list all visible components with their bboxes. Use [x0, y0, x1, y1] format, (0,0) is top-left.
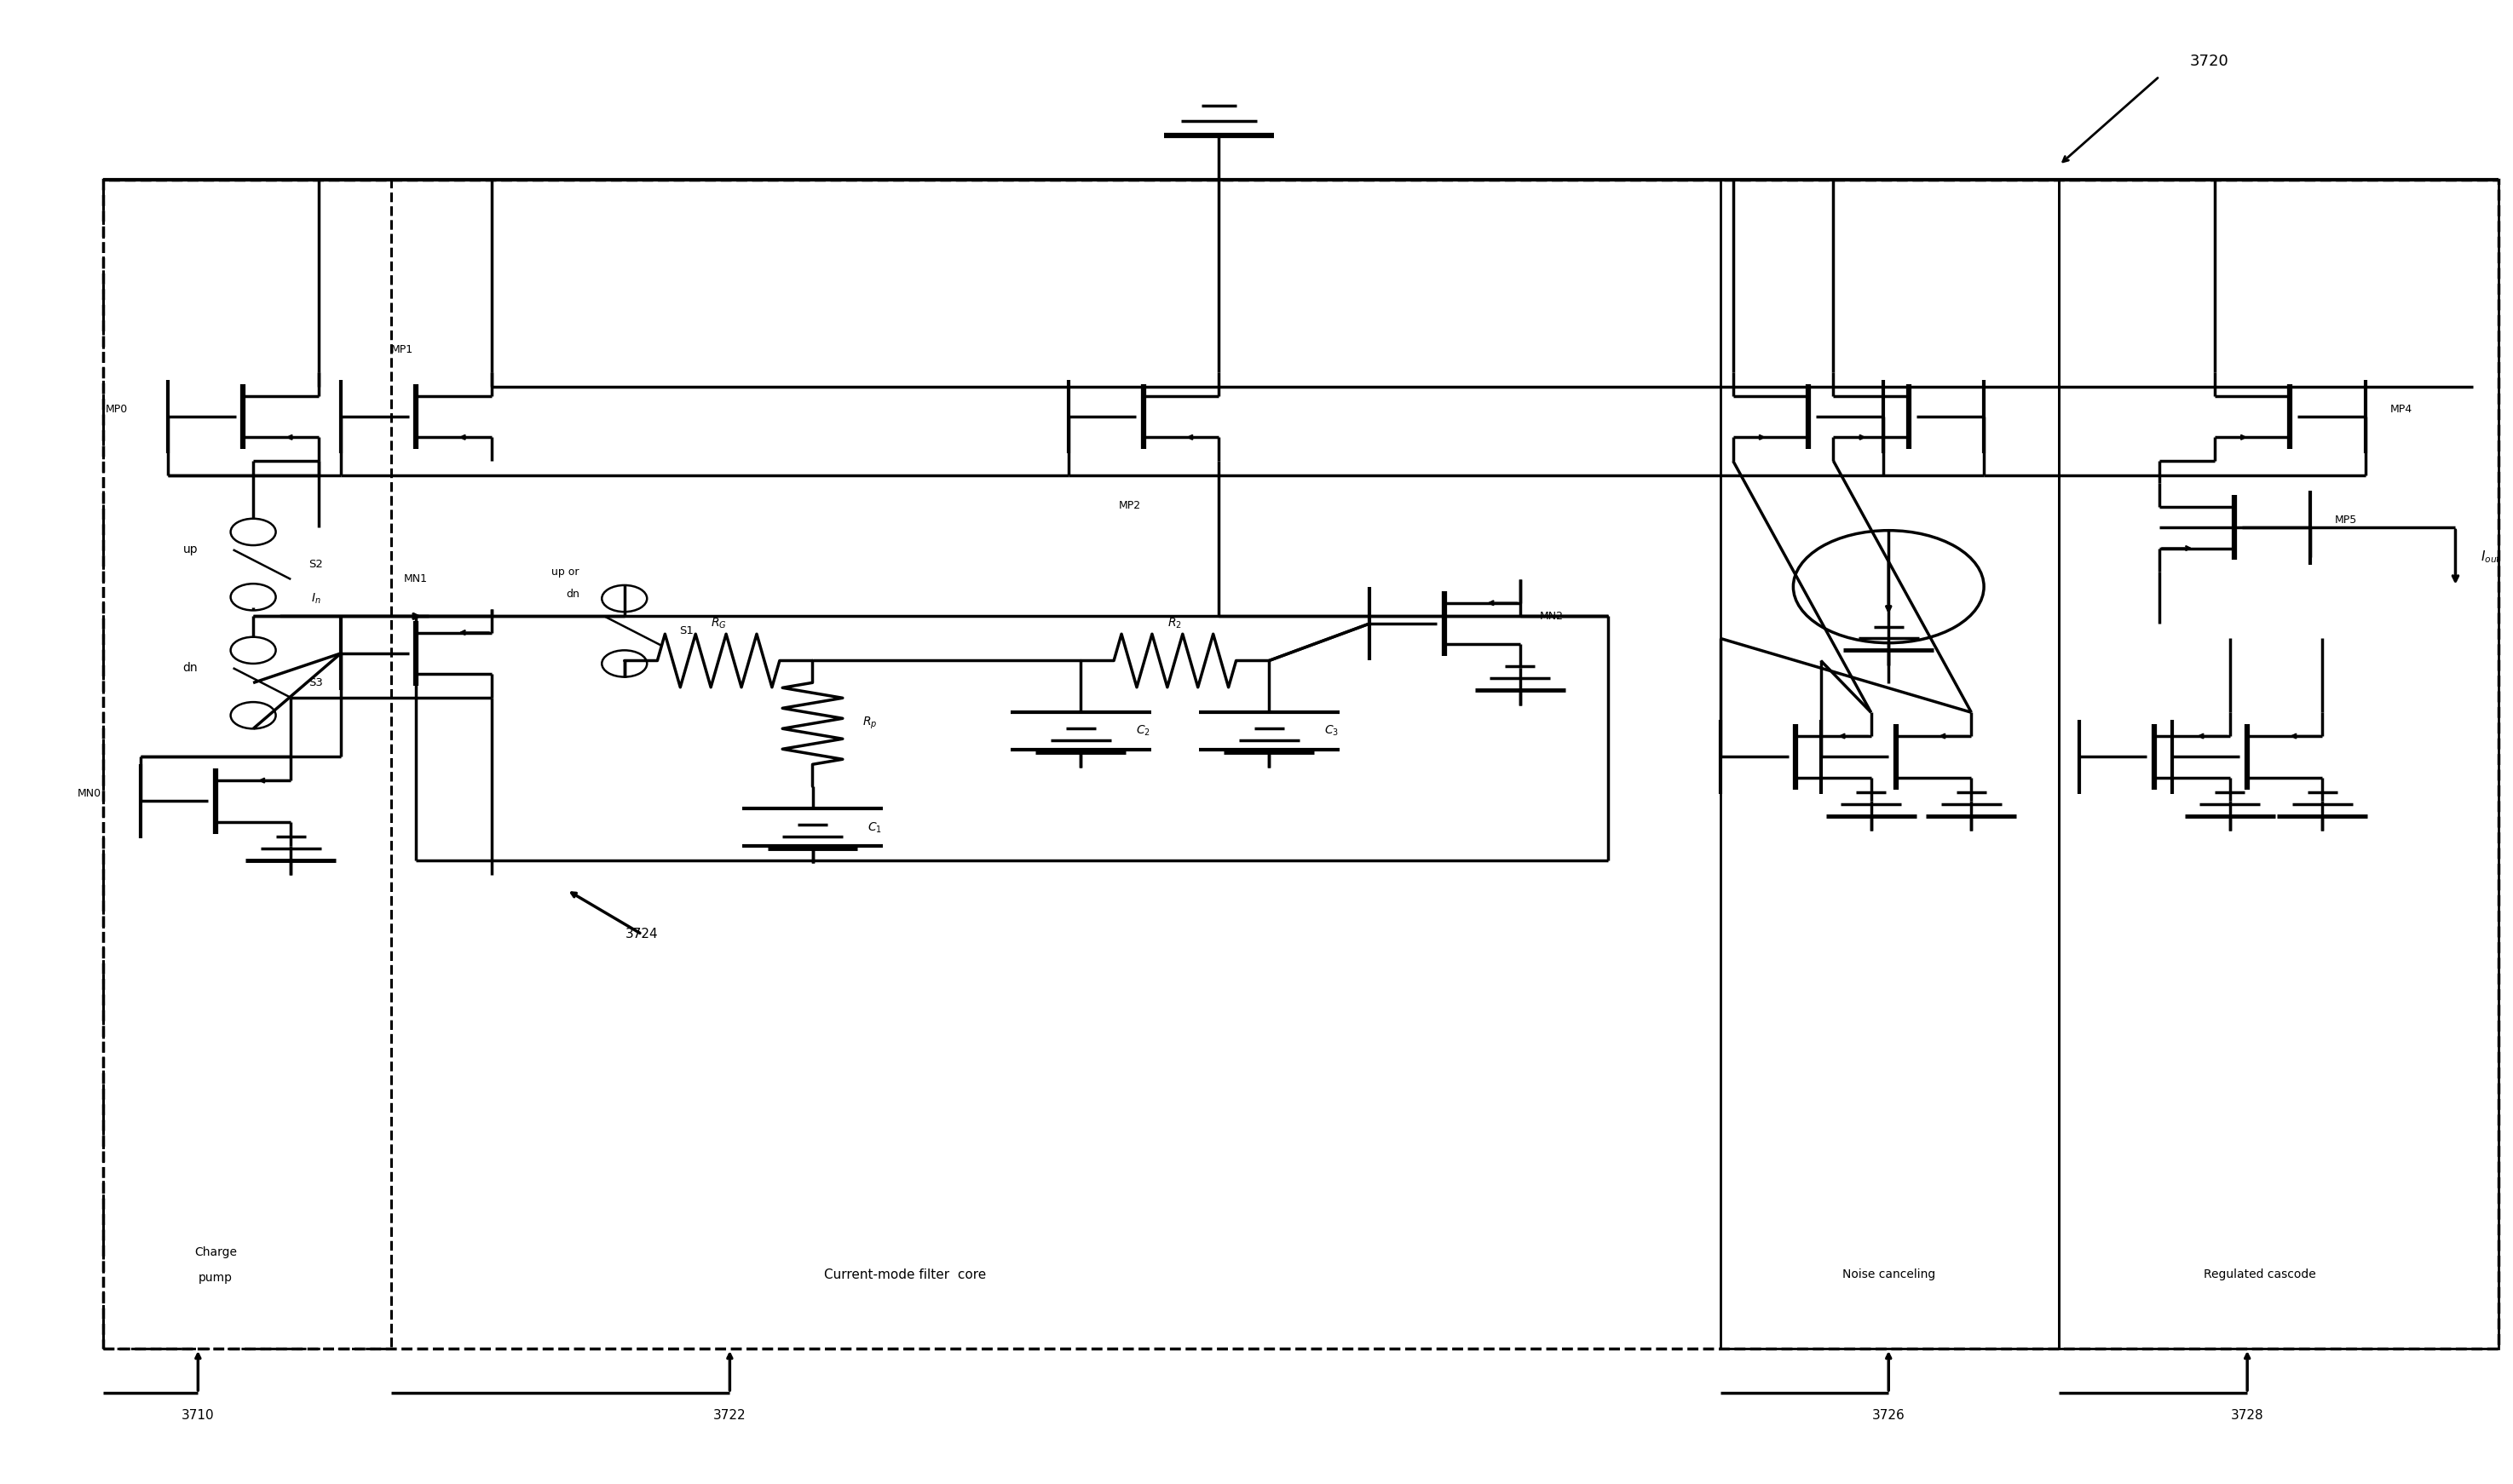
Text: $C_3$: $C_3$ [1324, 724, 1339, 738]
Text: MP2: MP2 [1118, 500, 1141, 510]
Text: S2: S2 [309, 559, 322, 570]
Text: pump: pump [199, 1272, 234, 1284]
Text: Charge: Charge [194, 1247, 236, 1258]
Text: $C_2$: $C_2$ [1136, 724, 1151, 738]
Bar [2058, 180, 2498, 1349]
Text: Regulated cascode: Regulated cascode [2204, 1269, 2317, 1281]
Text: $R_G$: $R_G$ [711, 617, 726, 631]
Text: Current-mode filter  core: Current-mode filter core [824, 1269, 988, 1281]
Text: 3722: 3722 [714, 1408, 746, 1422]
Text: MP0: MP0 [106, 404, 128, 414]
Text: 3726: 3726 [1872, 1408, 1905, 1422]
Text: S3: S3 [309, 677, 322, 689]
Text: $R_2$: $R_2$ [1169, 617, 1181, 631]
Bar [103, 180, 2498, 1349]
Text: up: up [183, 543, 199, 555]
Text: MN1: MN1 [405, 574, 427, 585]
Text: up or: up or [550, 567, 581, 577]
Text: MP4: MP4 [2390, 404, 2412, 414]
Text: $C_1$: $C_1$ [867, 821, 882, 835]
Text: $I_{out}$: $I_{out}$ [2480, 549, 2500, 565]
Text: $I_n$: $I_n$ [312, 592, 322, 605]
Text: 3710: 3710 [181, 1408, 214, 1422]
Text: MN0: MN0 [78, 788, 101, 800]
Bar [103, 180, 392, 1349]
Text: 3728: 3728 [2232, 1408, 2264, 1422]
Text: MP1: MP1 [392, 344, 415, 356]
Text: S1: S1 [679, 626, 694, 637]
Text: MP5: MP5 [2335, 515, 2357, 525]
Text: dn: dn [183, 662, 199, 674]
Bar [1721, 180, 2058, 1349]
Text: Noise canceling: Noise canceling [1842, 1269, 1935, 1281]
Text: $R_p$: $R_p$ [862, 715, 877, 732]
Text: 3720: 3720 [2191, 53, 2229, 70]
Text: 3724: 3724 [626, 928, 658, 941]
Text: MN2: MN2 [1540, 611, 1563, 622]
Text: dn: dn [565, 589, 581, 600]
